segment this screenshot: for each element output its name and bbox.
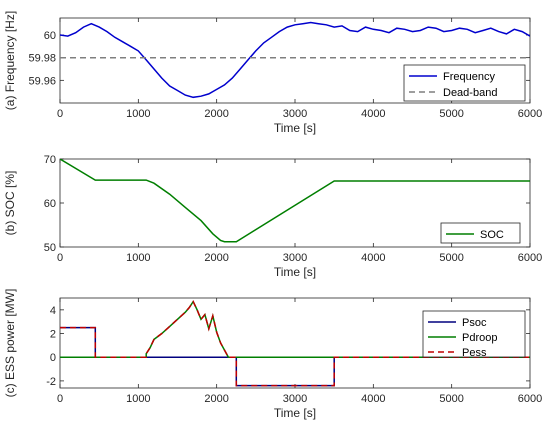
series-line-soc (60, 159, 530, 243)
x-tick-label: 5000 (439, 252, 463, 264)
legend-box (440, 222, 521, 244)
y-tick-label: 2 (50, 329, 56, 341)
y-tick-label: 50 (44, 242, 56, 254)
x-axis-label: Time [s] (274, 121, 316, 135)
x-tick-label: 3000 (283, 393, 307, 405)
y-axis-label: (c) ESS power [MW] (3, 289, 17, 398)
x-tick-label: 6000 (518, 393, 542, 405)
legend: Psoc Pdroop Pess (422, 310, 526, 359)
panel-b: 0 1000 2000 3000 4000 5000 6000 50 60 70 Time [s] (… (3, 154, 542, 279)
x-tick-label: 4000 (361, 252, 385, 264)
x-tick-label: 1000 (126, 108, 150, 120)
x-tick-label: 1000 (126, 393, 150, 405)
y-tick-label: 0 (50, 352, 56, 364)
x-tick-label: 6000 (518, 252, 542, 264)
x-tick-label: 2000 (204, 393, 228, 405)
y-tick-label: 70 (44, 154, 56, 166)
y-tick-label: -2 (46, 376, 56, 388)
legend-label: SOC (480, 229, 504, 241)
panel-a: 0 1000 2000 3000 4000 5000 6000 59.96 59.98 60 Tim… (3, 11, 542, 135)
legend-label: Frequency (443, 71, 495, 83)
legend-box (422, 310, 526, 358)
legend: SOC (440, 222, 521, 244)
x-tick-label: 5000 (439, 393, 463, 405)
series-line-frequency (60, 21, 530, 99)
x-tick-label: 4000 (361, 108, 385, 120)
x-tick-label: 6000 (518, 108, 542, 120)
x-axis-label: Time [s] (274, 406, 316, 420)
y-tick-label: 59.96 (28, 75, 56, 87)
y-tick-label: 60 (44, 30, 56, 42)
y-axis-label: (a) Frequency [Hz] (3, 11, 17, 110)
x-tick-label: 0 (57, 108, 63, 120)
legend-box (403, 64, 526, 102)
x-tick-label: 4000 (361, 393, 385, 405)
x-tick-label: 2000 (204, 252, 228, 264)
x-axis-label: Time [s] (274, 265, 316, 279)
x-tick-label: 5000 (439, 108, 463, 120)
y-axis-label: (b) SOC [%] (3, 171, 17, 236)
legend-label: Pess (462, 347, 487, 359)
y-tick-label: 59.98 (28, 53, 56, 65)
y-tick-label: 60 (44, 198, 56, 210)
x-tick-label: 3000 (283, 108, 307, 120)
x-tick-label: 2000 (204, 108, 228, 120)
series-line-pess (60, 300, 530, 387)
legend-label: Pdroop (462, 332, 497, 344)
legend: Frequency Dead-band (403, 64, 526, 102)
legend-label: Dead-band (443, 87, 497, 99)
x-tick-label: 1000 (126, 252, 150, 264)
x-tick-label: 0 (57, 393, 63, 405)
legend-label: Psoc (462, 317, 487, 329)
x-tick-label: 0 (57, 252, 63, 264)
y-tick-label: 4 (50, 305, 56, 317)
x-tick-label: 3000 (283, 252, 307, 264)
